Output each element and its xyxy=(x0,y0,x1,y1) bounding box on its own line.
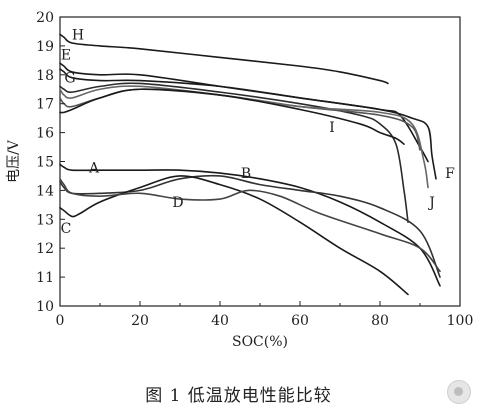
series-label-d: D xyxy=(172,195,183,211)
x-tick-label: 0 xyxy=(56,313,65,329)
y-tick-label: 15 xyxy=(36,155,54,171)
series-label-h: H xyxy=(72,27,84,43)
x-tick-label: 40 xyxy=(211,313,229,329)
y-tick-label: 12 xyxy=(36,241,54,257)
series-line-i xyxy=(59,88,405,145)
y-tick-label: 17 xyxy=(36,97,54,113)
x-tick-label: 80 xyxy=(371,313,389,329)
y-tick-label: 10 xyxy=(36,299,54,315)
y-axis-title: 电压/V xyxy=(6,139,22,183)
x-tick-label: 100 xyxy=(447,313,474,329)
curves xyxy=(59,33,441,296)
x-axis-title: SOC(%) xyxy=(232,334,288,350)
series-label-g: G xyxy=(64,71,75,87)
series-label-c: C xyxy=(61,221,72,237)
series-label-f: F xyxy=(445,166,455,182)
series-line-e xyxy=(59,62,429,163)
axes: 0 20 40 60 80 100 10 11 12 13 14 15 16 17 18 19 20 xyxy=(36,10,473,329)
voltage-soc-chart: HEG FJ I A B C D 0 20 40 60 80 100 10 11 12 13 14 15 16 17 1… xyxy=(6,10,473,350)
series-label-b: B xyxy=(241,166,251,182)
x-tick-label: 60 xyxy=(291,313,309,329)
series-line-d xyxy=(59,178,441,273)
y-tick-label: 11 xyxy=(36,270,54,286)
series-line-g xyxy=(59,82,409,223)
y-tick-label: 18 xyxy=(36,68,54,84)
series-label-a: A xyxy=(88,160,100,176)
y-tick-label: 14 xyxy=(36,183,54,199)
series-line-a xyxy=(59,163,441,287)
series-label-e: E xyxy=(61,48,71,64)
y-tick-label: 19 xyxy=(36,39,54,55)
y-tick-label: 20 xyxy=(36,10,54,26)
series-line-h xyxy=(59,33,389,85)
y-tick-label: 16 xyxy=(36,126,54,142)
series-line-f xyxy=(59,68,437,180)
series-labels: HEG FJ I A B C D xyxy=(61,27,456,237)
figure-caption: 图 1 低温放电性能比较 xyxy=(145,386,332,406)
series-label-j: J xyxy=(427,195,435,211)
watermark-logo xyxy=(447,380,471,404)
series-label-i: I xyxy=(329,120,335,136)
series-line-c xyxy=(59,175,409,296)
y-tick-label: 13 xyxy=(36,212,54,228)
x-tick-label: 20 xyxy=(131,313,149,329)
